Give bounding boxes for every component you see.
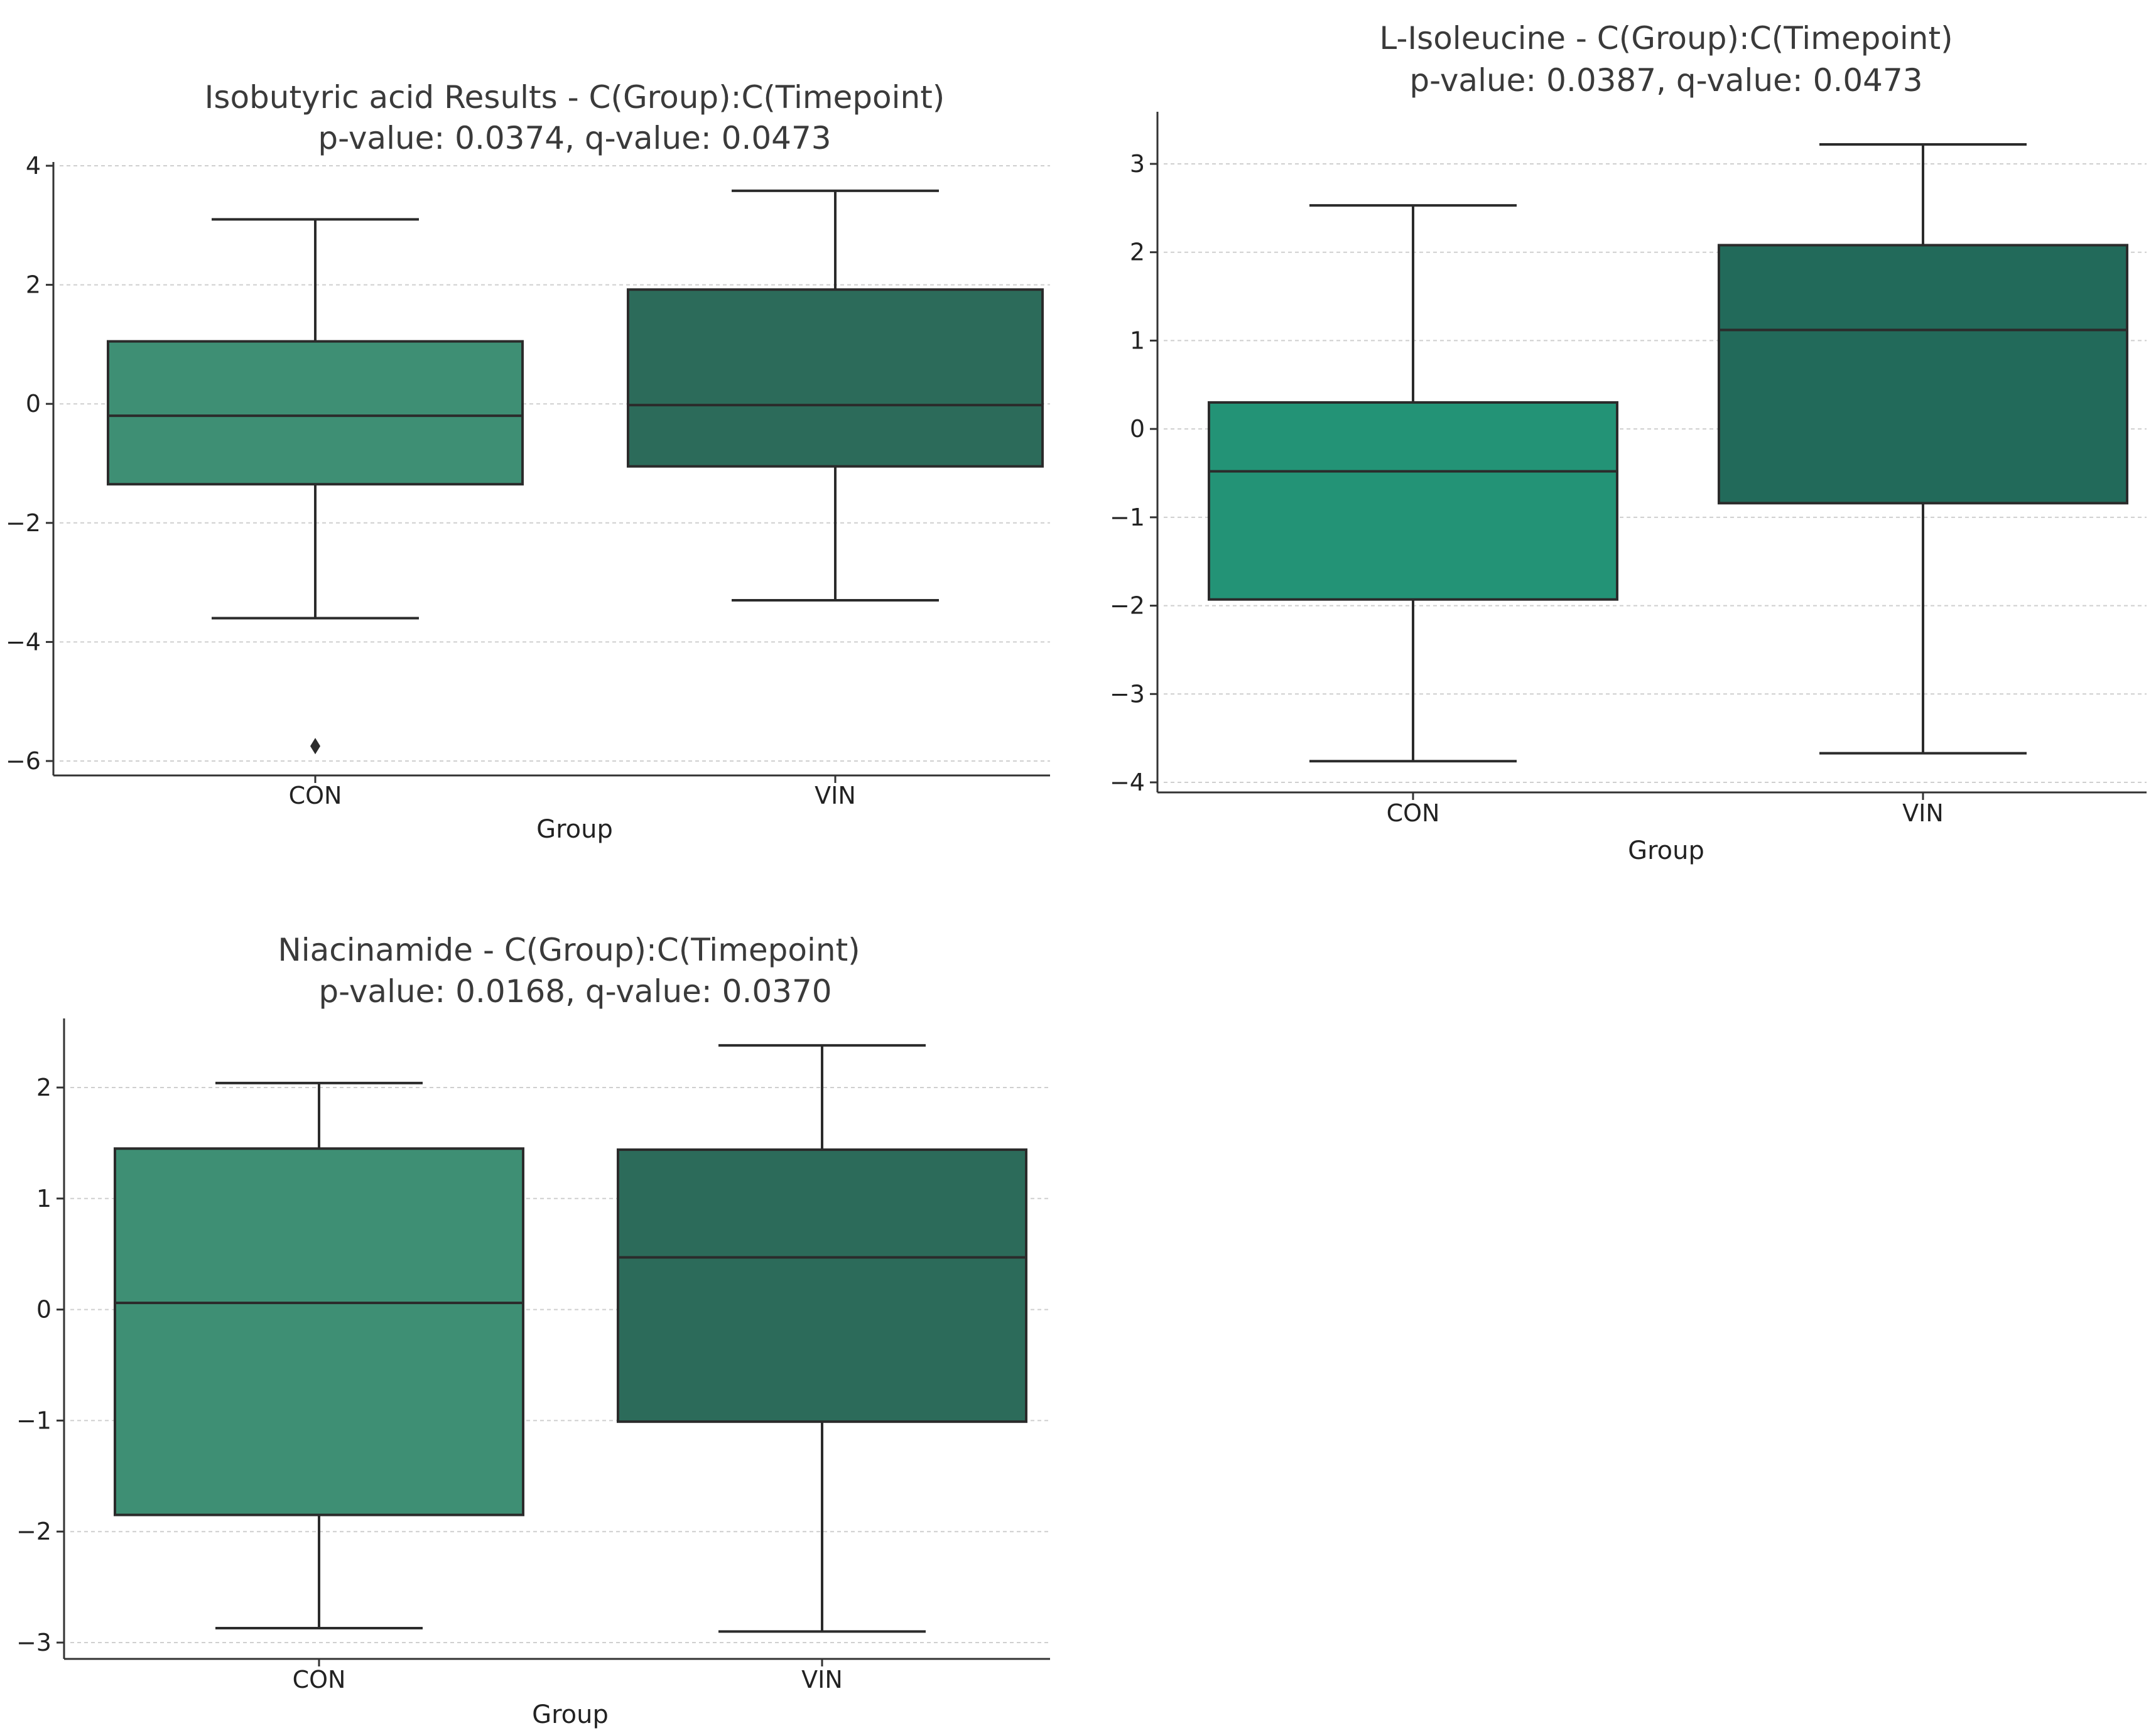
panel-l-isoleucine: L-Isoleucine - C(Group):C(Timepoint) p-v… xyxy=(1110,20,2147,865)
y-tick-label: −1 xyxy=(16,1406,51,1434)
y-tick-label: 2 xyxy=(36,1074,51,1101)
x-axis-ticks: CON VIN xyxy=(289,775,856,809)
y-tick-label: 1 xyxy=(1130,327,1145,354)
y-tick-label: −6 xyxy=(6,747,41,775)
y-tick-label: 0 xyxy=(26,390,41,418)
box-group xyxy=(1208,143,2128,763)
x-axis-label: Group xyxy=(532,1700,609,1729)
box-group xyxy=(114,1044,1027,1633)
iqr-box xyxy=(114,1147,524,1516)
y-tick-label: 1 xyxy=(36,1185,51,1212)
y-tick-label: 0 xyxy=(1130,415,1145,443)
iqr-box xyxy=(1208,401,1618,601)
box-con xyxy=(114,1081,524,1630)
x-tick-label: CON xyxy=(289,782,342,809)
box-group xyxy=(107,189,1044,755)
x-tick-label: VIN xyxy=(801,1666,843,1693)
x-axis-ticks: CON VIN xyxy=(1387,792,1944,827)
x-tick-label: CON xyxy=(293,1666,346,1693)
y-tick-label: −4 xyxy=(6,628,41,656)
x-tick-label: VIN xyxy=(1902,799,1944,827)
box-vin xyxy=(627,189,1044,602)
y-axis-ticks: 4 2 0 −2 −4 −6 xyxy=(6,152,53,775)
panel-title-line1: L-Isoleucine - C(Group):C(Timepoint) xyxy=(1379,20,1953,57)
panel-title-line1: Isobutyric acid Results - C(Group):C(Tim… xyxy=(205,79,945,116)
x-axis-ticks: CON VIN xyxy=(293,1659,843,1693)
box-vin xyxy=(617,1044,1027,1633)
iqr-box xyxy=(627,288,1044,468)
y-axis-ticks: 2 1 0 −1 −2 −3 xyxy=(16,1074,64,1656)
x-axis-label: Group xyxy=(536,815,613,844)
y-tick-label: 0 xyxy=(36,1296,51,1324)
y-tick-label: −2 xyxy=(16,1518,51,1545)
y-axis-ticks: 3 2 1 0 −1 −2 −3 −4 xyxy=(1110,150,1157,796)
y-tick-label: 2 xyxy=(1130,239,1145,266)
iqr-box xyxy=(617,1148,1027,1423)
grid-lines xyxy=(1164,163,2147,783)
x-tick-label: CON xyxy=(1387,799,1440,827)
y-tick-label: 4 xyxy=(26,152,41,180)
y-tick-label: −2 xyxy=(1110,592,1145,620)
panel-title-line1: Niacinamide - C(Group):C(Timepoint) xyxy=(278,932,860,968)
panel-title-line2: p-value: 0.0387, q-value: 0.0473 xyxy=(1409,62,1922,99)
y-tick-label: −3 xyxy=(16,1629,51,1656)
x-axis-label: Group xyxy=(1628,836,1704,865)
panel-title-line2: p-value: 0.0168, q-value: 0.0370 xyxy=(318,973,832,1010)
box-con xyxy=(1208,204,1618,763)
panel-title-line2: p-value: 0.0374, q-value: 0.0473 xyxy=(318,120,831,156)
y-tick-label: 2 xyxy=(26,271,41,299)
box-con xyxy=(107,218,524,755)
iqr-box xyxy=(107,340,524,486)
box-vin xyxy=(1718,143,2128,755)
panel-niacinamide: Niacinamide - C(Group):C(Timepoint) p-va… xyxy=(16,932,1050,1729)
panel-isobutyric-acid: Isobutyric acid Results - C(Group):C(Tim… xyxy=(6,79,1050,844)
y-tick-label: 3 xyxy=(1130,150,1145,178)
y-tick-label: −3 xyxy=(1110,680,1145,708)
y-tick-label: −4 xyxy=(1110,769,1145,796)
y-tick-label: −1 xyxy=(1110,504,1145,531)
iqr-box xyxy=(1718,244,2128,505)
outlier-point xyxy=(310,738,320,755)
y-tick-label: −2 xyxy=(6,509,41,537)
x-tick-label: VIN xyxy=(815,782,856,809)
